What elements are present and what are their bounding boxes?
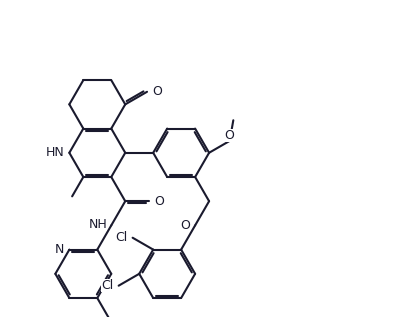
Text: Cl: Cl — [116, 231, 128, 244]
Text: O: O — [152, 85, 162, 98]
Text: O: O — [180, 219, 190, 232]
Text: N: N — [55, 243, 65, 256]
Text: Cl: Cl — [101, 279, 114, 292]
Text: O: O — [154, 195, 164, 208]
Text: O: O — [225, 129, 234, 142]
Text: HN: HN — [46, 146, 65, 159]
Text: NH: NH — [88, 218, 107, 231]
